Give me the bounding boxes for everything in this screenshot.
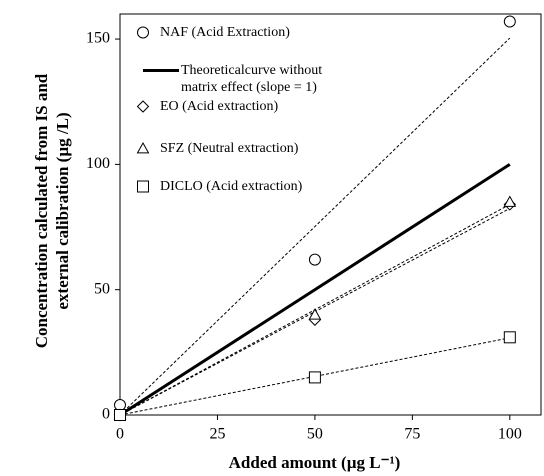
x-tick-label: 75 [404,426,420,443]
marker [308,308,322,320]
y-tick-label: 150 [86,30,110,47]
marker [136,100,150,113]
theoretical-line [119,163,511,417]
x-tick-label: 50 [307,426,323,443]
y-tick-label: 100 [86,155,110,172]
marker [503,195,517,207]
marker [308,253,321,266]
marker [137,180,149,193]
marker [137,26,149,39]
legend-label: Theoreticalcurve without matrix effect (… [181,63,323,95]
legend-marker [136,141,150,154]
legend-marker [137,26,149,39]
legend-label: EO (Acid extraction) [160,99,279,114]
x-tick-label: 100 [498,426,522,443]
marker [308,371,321,384]
trendline [119,37,511,416]
legend-label: NAF (Acid Extraction) [160,25,290,40]
marker [503,331,516,344]
legend-entry: DICLO (Acid extraction) [136,178,302,195]
trendline [119,337,510,416]
y-axis-title: Concentration calculated from IS and ext… [32,73,72,349]
legend-label: DICLO (Acid extraction) [160,179,303,194]
y-tick-label: 50 [94,280,110,297]
legend-marker [136,100,150,113]
legend-marker [143,69,179,72]
plot-frame [119,13,542,416]
x-axis-title: Added amount (µg L⁻¹) [228,453,401,472]
marker [503,15,516,28]
y-tick-label: 0 [102,406,110,423]
marker [136,141,150,154]
legend-entry: SFZ (Neutral extraction) [136,140,298,157]
legend-marker [137,180,149,193]
marker [114,409,126,421]
legend-entry: EO (Acid extraction) [136,98,278,115]
legend-label: SFZ (Neutral extraction) [160,141,299,156]
legend-entry: NAF (Acid Extraction) [136,24,290,41]
x-tick-label: 25 [209,426,225,443]
x-tick-label: 0 [116,426,124,443]
legend-entry: Theoreticalcurve without matrix effect (… [143,62,361,96]
